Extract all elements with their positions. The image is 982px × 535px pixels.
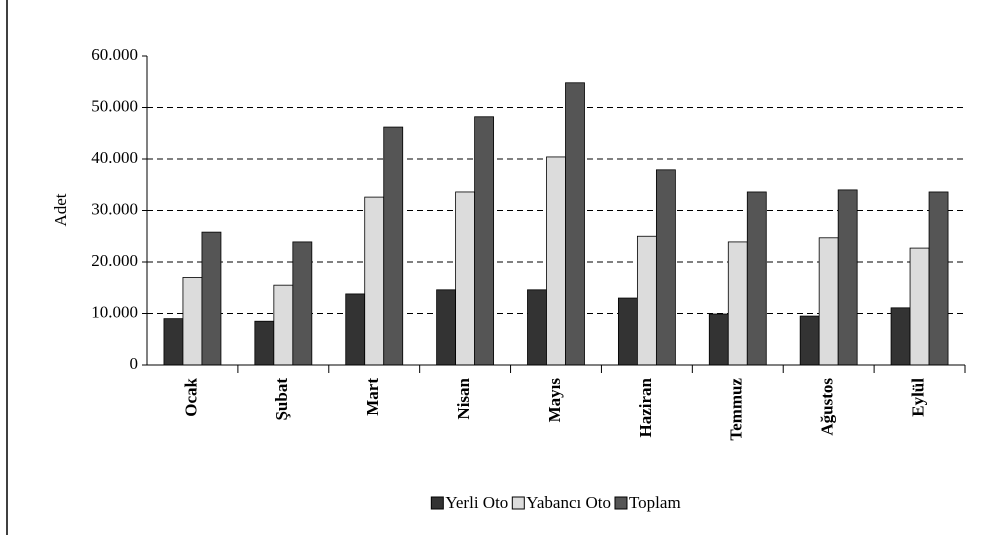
bar	[364, 196, 385, 366]
legend-label: Toplam	[629, 493, 681, 512]
x-tick-label: Ağustos	[818, 378, 837, 436]
x-tick-label: Temmuz	[727, 378, 746, 441]
legend-label: Yabancı Oto	[526, 493, 611, 512]
x-tick-label: Eylül	[908, 378, 927, 417]
legend-swatch	[614, 496, 628, 510]
y-tick-label: 0	[130, 354, 139, 373]
y-tick-label: 40.000	[91, 148, 138, 167]
bar	[837, 189, 858, 366]
bar	[527, 289, 547, 366]
x-tick-label: Nisan	[454, 377, 473, 419]
bar	[254, 320, 275, 366]
x-tick-label: Mayıs	[545, 378, 564, 423]
bar	[273, 284, 294, 366]
y-tick-label: 60.000	[91, 45, 138, 64]
bar	[163, 318, 184, 366]
bar	[746, 191, 767, 366]
bar	[708, 313, 729, 366]
bar	[383, 126, 404, 366]
bar	[565, 82, 585, 366]
x-tick-label: Şubat	[272, 378, 291, 421]
bar	[474, 116, 495, 366]
bar	[636, 235, 657, 366]
legend-swatch	[430, 496, 444, 510]
bar	[727, 241, 748, 366]
bar	[909, 247, 930, 366]
y-tick-label: 50.000	[91, 96, 138, 115]
bar	[818, 237, 839, 366]
bar	[455, 191, 476, 366]
bar	[201, 231, 222, 366]
bar	[182, 277, 203, 366]
bar	[655, 169, 676, 366]
legend-swatch	[511, 496, 525, 510]
bar	[436, 289, 457, 366]
bar	[799, 315, 820, 366]
bar	[292, 241, 313, 366]
y-tick-label: 30.000	[91, 199, 138, 218]
bar	[890, 307, 911, 366]
bar	[345, 293, 366, 366]
bar	[617, 297, 638, 366]
bar	[546, 156, 566, 366]
x-tick-label: Haziran	[636, 377, 655, 437]
y-tick-label: 20.000	[91, 251, 138, 270]
bar	[928, 191, 949, 366]
y-axis-label: Adet	[51, 193, 70, 226]
x-tick-label: Mart	[363, 378, 382, 416]
y-tick-label: 10.000	[91, 302, 138, 321]
x-tick-label: Ocak	[181, 377, 200, 416]
legend-label: Yerli Oto	[445, 493, 508, 512]
